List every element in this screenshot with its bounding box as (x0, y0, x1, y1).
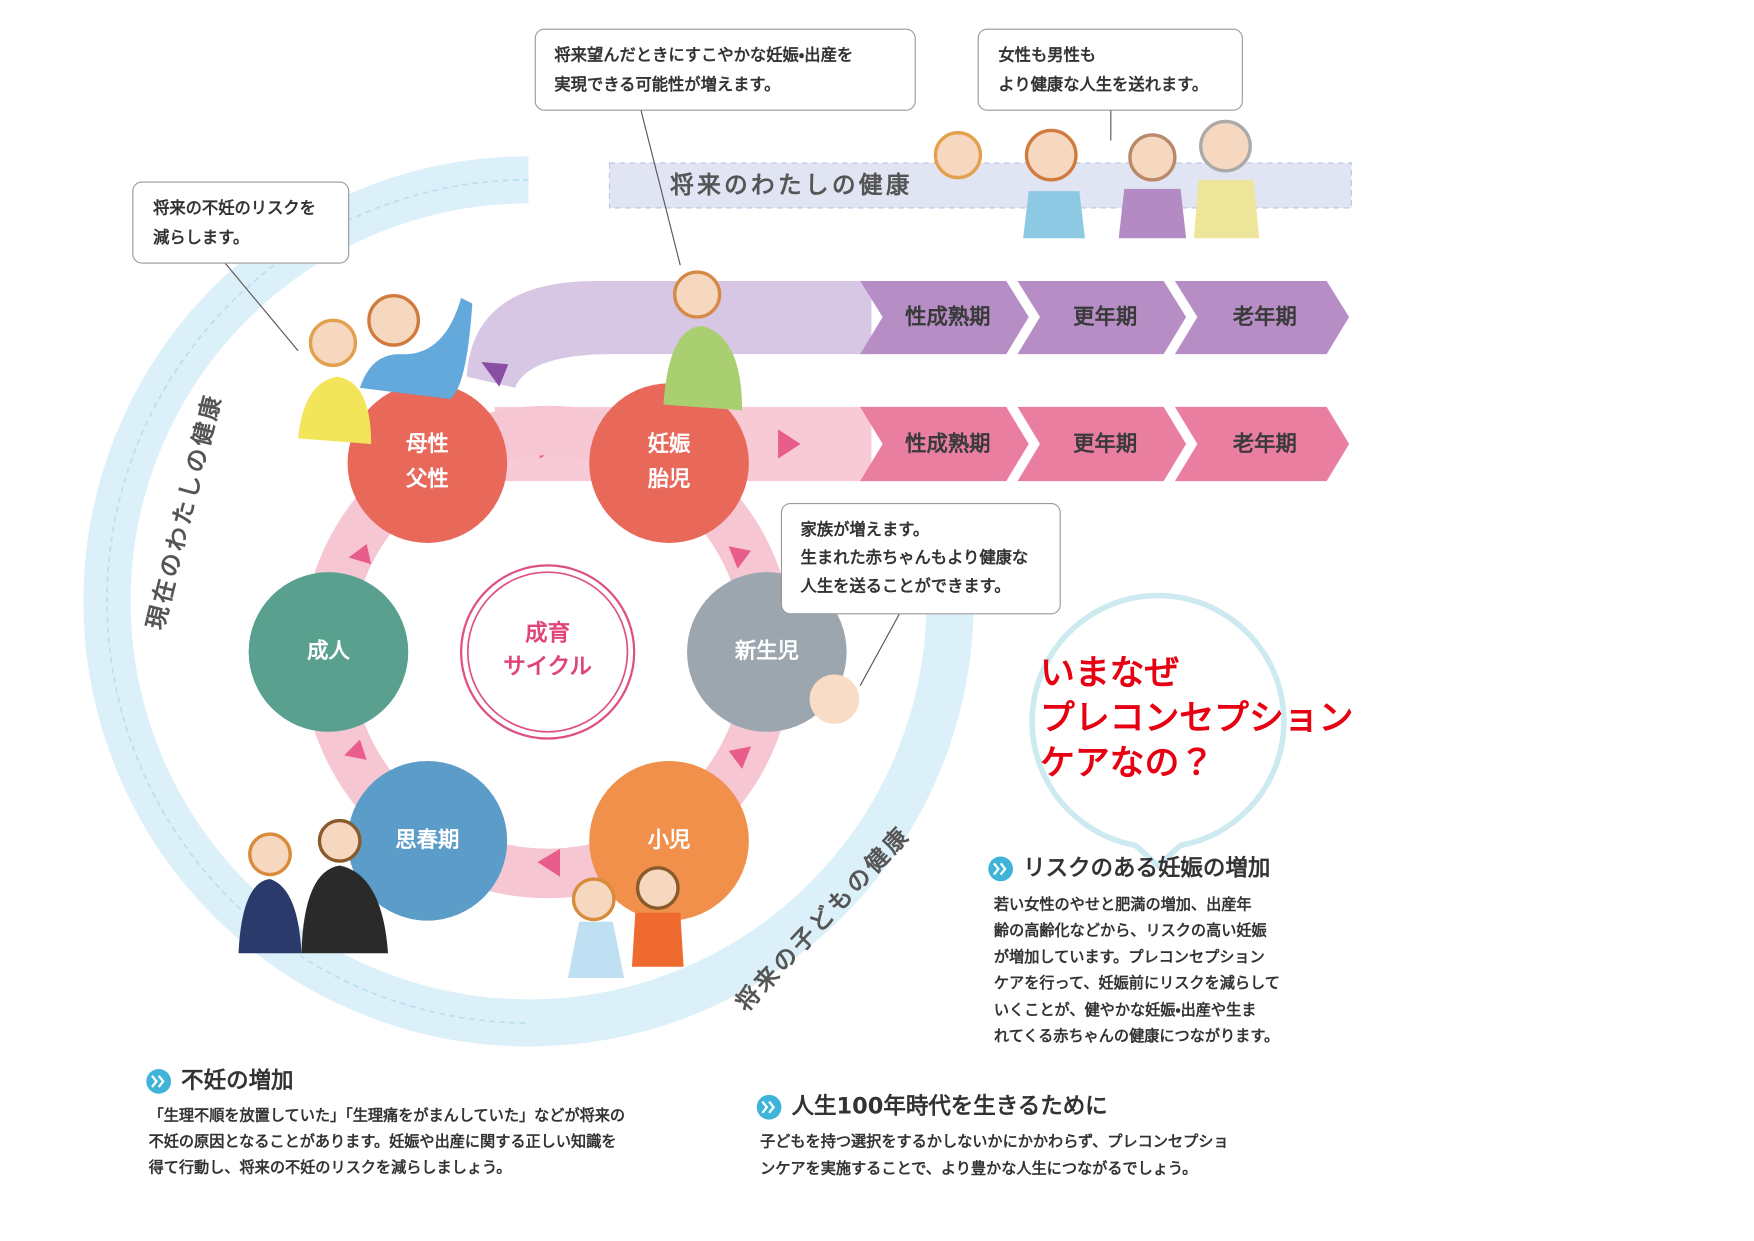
callout-line (224, 262, 299, 352)
callout-text: 女性も男性も (998, 46, 1096, 65)
section-icon (988, 856, 1014, 882)
callout-line (640, 110, 681, 266)
cycle-arrows (344, 544, 752, 877)
section-icon (756, 1094, 782, 1120)
section-body: 若い女性のやせと肥満の増加、出産年 (993, 895, 1252, 913)
section-body: 「生理不順を放置していた」「生理痛をがまんしていた」などが将来の (149, 1107, 626, 1125)
section-body: れてくる赤ちゃんの健康につながります。 (994, 1027, 1279, 1045)
stage-label: 老年期 (1233, 431, 1297, 457)
stage-circle (589, 761, 749, 921)
arrow (481, 361, 509, 387)
center-label: 成育 (525, 620, 570, 646)
illustrations (238, 119, 1260, 978)
callout-text: 家族が増えます。 (801, 520, 930, 539)
callout-text: 生まれた赤ちゃんもより健康な (801, 548, 1029, 567)
callout-text: 将来の不妊のリスクを (153, 199, 316, 218)
future-child-band (528, 606, 974, 1047)
stage-circle (347, 383, 508, 543)
section-body: 得て行動し、将来の不妊のリスクを減らしましょう。 (148, 1158, 512, 1176)
callout-text: 実現できる可能性が増えます。 (554, 75, 780, 94)
stage-circle (347, 761, 508, 921)
section-body: ケアを行って、妊娠前にリスクを減らして (994, 974, 1280, 992)
section-title: 人生100年時代を生きるために (791, 1093, 1108, 1120)
heading: ケアなの？ (1040, 743, 1214, 783)
speech-circle (1029, 592, 1287, 870)
callout-line (859, 613, 900, 686)
center-ring (466, 571, 629, 733)
callout-text: 将来望んだときにすこやかな妊娠・出産を (554, 46, 853, 65)
section-body: ンケアを実施することで、より豊かな人生につながるでしょう。 (760, 1160, 1197, 1178)
section-body: 齢の高齢化などから、リスクの高い妊娠 (994, 921, 1268, 939)
center-label: サイクル (503, 654, 592, 680)
callout-text: 減らします。 (153, 228, 249, 247)
stage-label: 思春期 (395, 828, 459, 853)
stage-label: 妊娠 (648, 431, 691, 457)
callout-text: より健康な人生を送れます。 (998, 75, 1208, 94)
section-body: が増加しています。プレコンセプション (994, 948, 1265, 966)
section-body: 不妊の原因となることがあります。妊娠や出産に関する正しい知識を (149, 1133, 617, 1151)
stage-label: 母性 (406, 432, 449, 457)
stage-label: 新生児 (734, 639, 799, 664)
stage-label: 更年期 (1073, 304, 1137, 330)
callout (780, 503, 1061, 615)
arrow (778, 429, 801, 459)
stage-label: 小児 (648, 828, 691, 853)
callout (132, 181, 350, 264)
stage-label: 更年期 (1073, 431, 1137, 457)
stage-label: 父性 (406, 467, 449, 492)
stage-label: 胎児 (648, 467, 691, 492)
section-title: 不妊の増加 (181, 1067, 293, 1094)
band-label: 将来のわたしの健康 (670, 171, 913, 199)
stage-label: 老年期 (1233, 304, 1297, 330)
stage-circle (248, 572, 409, 732)
callout (977, 28, 1243, 111)
section-body: 子どもを持つ選択をするかしないかにかかわらず、プレコンセプショ (760, 1133, 1228, 1151)
stage-label: 成人 (307, 639, 350, 664)
pink-chevrons (860, 406, 1350, 482)
section-body: いくことが、健やかな妊娠・出産や生ま (994, 1001, 1257, 1019)
purple-band (466, 281, 872, 388)
purple-chevrons (860, 281, 1350, 355)
callout (534, 28, 916, 111)
section-icon (146, 1069, 172, 1094)
band-label: 将来の子どもの健康 (730, 820, 916, 1017)
stage-label: 性成熟期 (905, 431, 990, 457)
center-ring (459, 564, 636, 740)
heading: いまなぜ (1040, 653, 1179, 693)
band-dash (106, 179, 529, 1024)
callout-text: 人生を送ることができます。 (800, 576, 1011, 595)
heading: プレコンセプション (1040, 698, 1353, 738)
stage-circle (589, 383, 749, 543)
stage-label: 性成熟期 (905, 304, 990, 330)
section-title: リスクのある妊娠の増加 (1023, 854, 1270, 881)
